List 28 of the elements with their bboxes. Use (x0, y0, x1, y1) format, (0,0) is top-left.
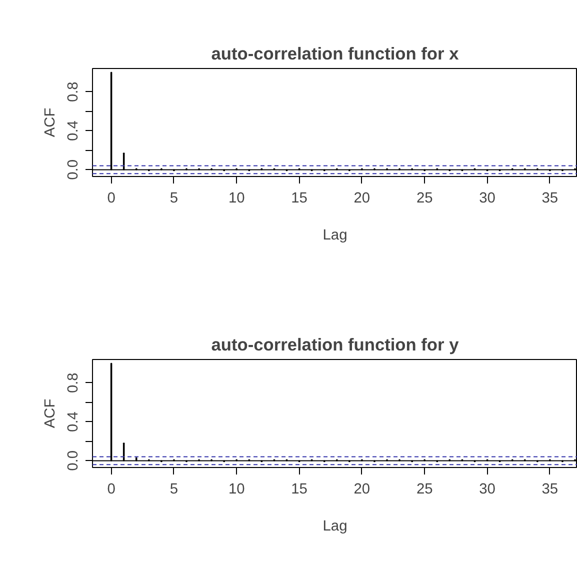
x-tick-label: 10 (228, 482, 245, 498)
x-tick-label: 5 (170, 482, 178, 498)
y-axis-title: ACF (42, 398, 58, 428)
chart-title: auto-correlation function for y (211, 334, 460, 354)
x-tick-label: 30 (479, 482, 496, 498)
x-tick-label: 15 (291, 482, 308, 498)
x-tick-label: 10 (228, 190, 245, 206)
x-axis-title: Lag (322, 228, 348, 244)
chart-title: auto-correlation function for x (211, 44, 460, 64)
x-tick-label: 20 (354, 482, 370, 498)
y-tick-label: 0.0 (66, 450, 82, 471)
x-tick-label: 5 (170, 190, 178, 206)
x-tick-label: 0 (107, 190, 116, 206)
x-tick-label: 20 (354, 190, 370, 206)
y-tick-label: 0.4 (66, 120, 82, 141)
y-tick-label: 0.4 (66, 412, 82, 432)
y-axis-title: ACF (42, 108, 58, 138)
x-tick-label: 25 (416, 190, 433, 206)
y-tick-label: 0.8 (66, 82, 82, 102)
y-tick-label: 0.0 (66, 160, 82, 180)
x-tick-label: 25 (416, 482, 433, 498)
y-tick-label: 0.8 (66, 372, 82, 394)
x-tick-label: 35 (542, 482, 558, 498)
x-tick-label: 15 (291, 190, 308, 206)
x-axis-title: Lag (322, 518, 348, 534)
x-tick-label: 0 (107, 482, 116, 498)
x-tick-label: 35 (542, 190, 558, 206)
x-tick-label: 30 (479, 190, 496, 206)
